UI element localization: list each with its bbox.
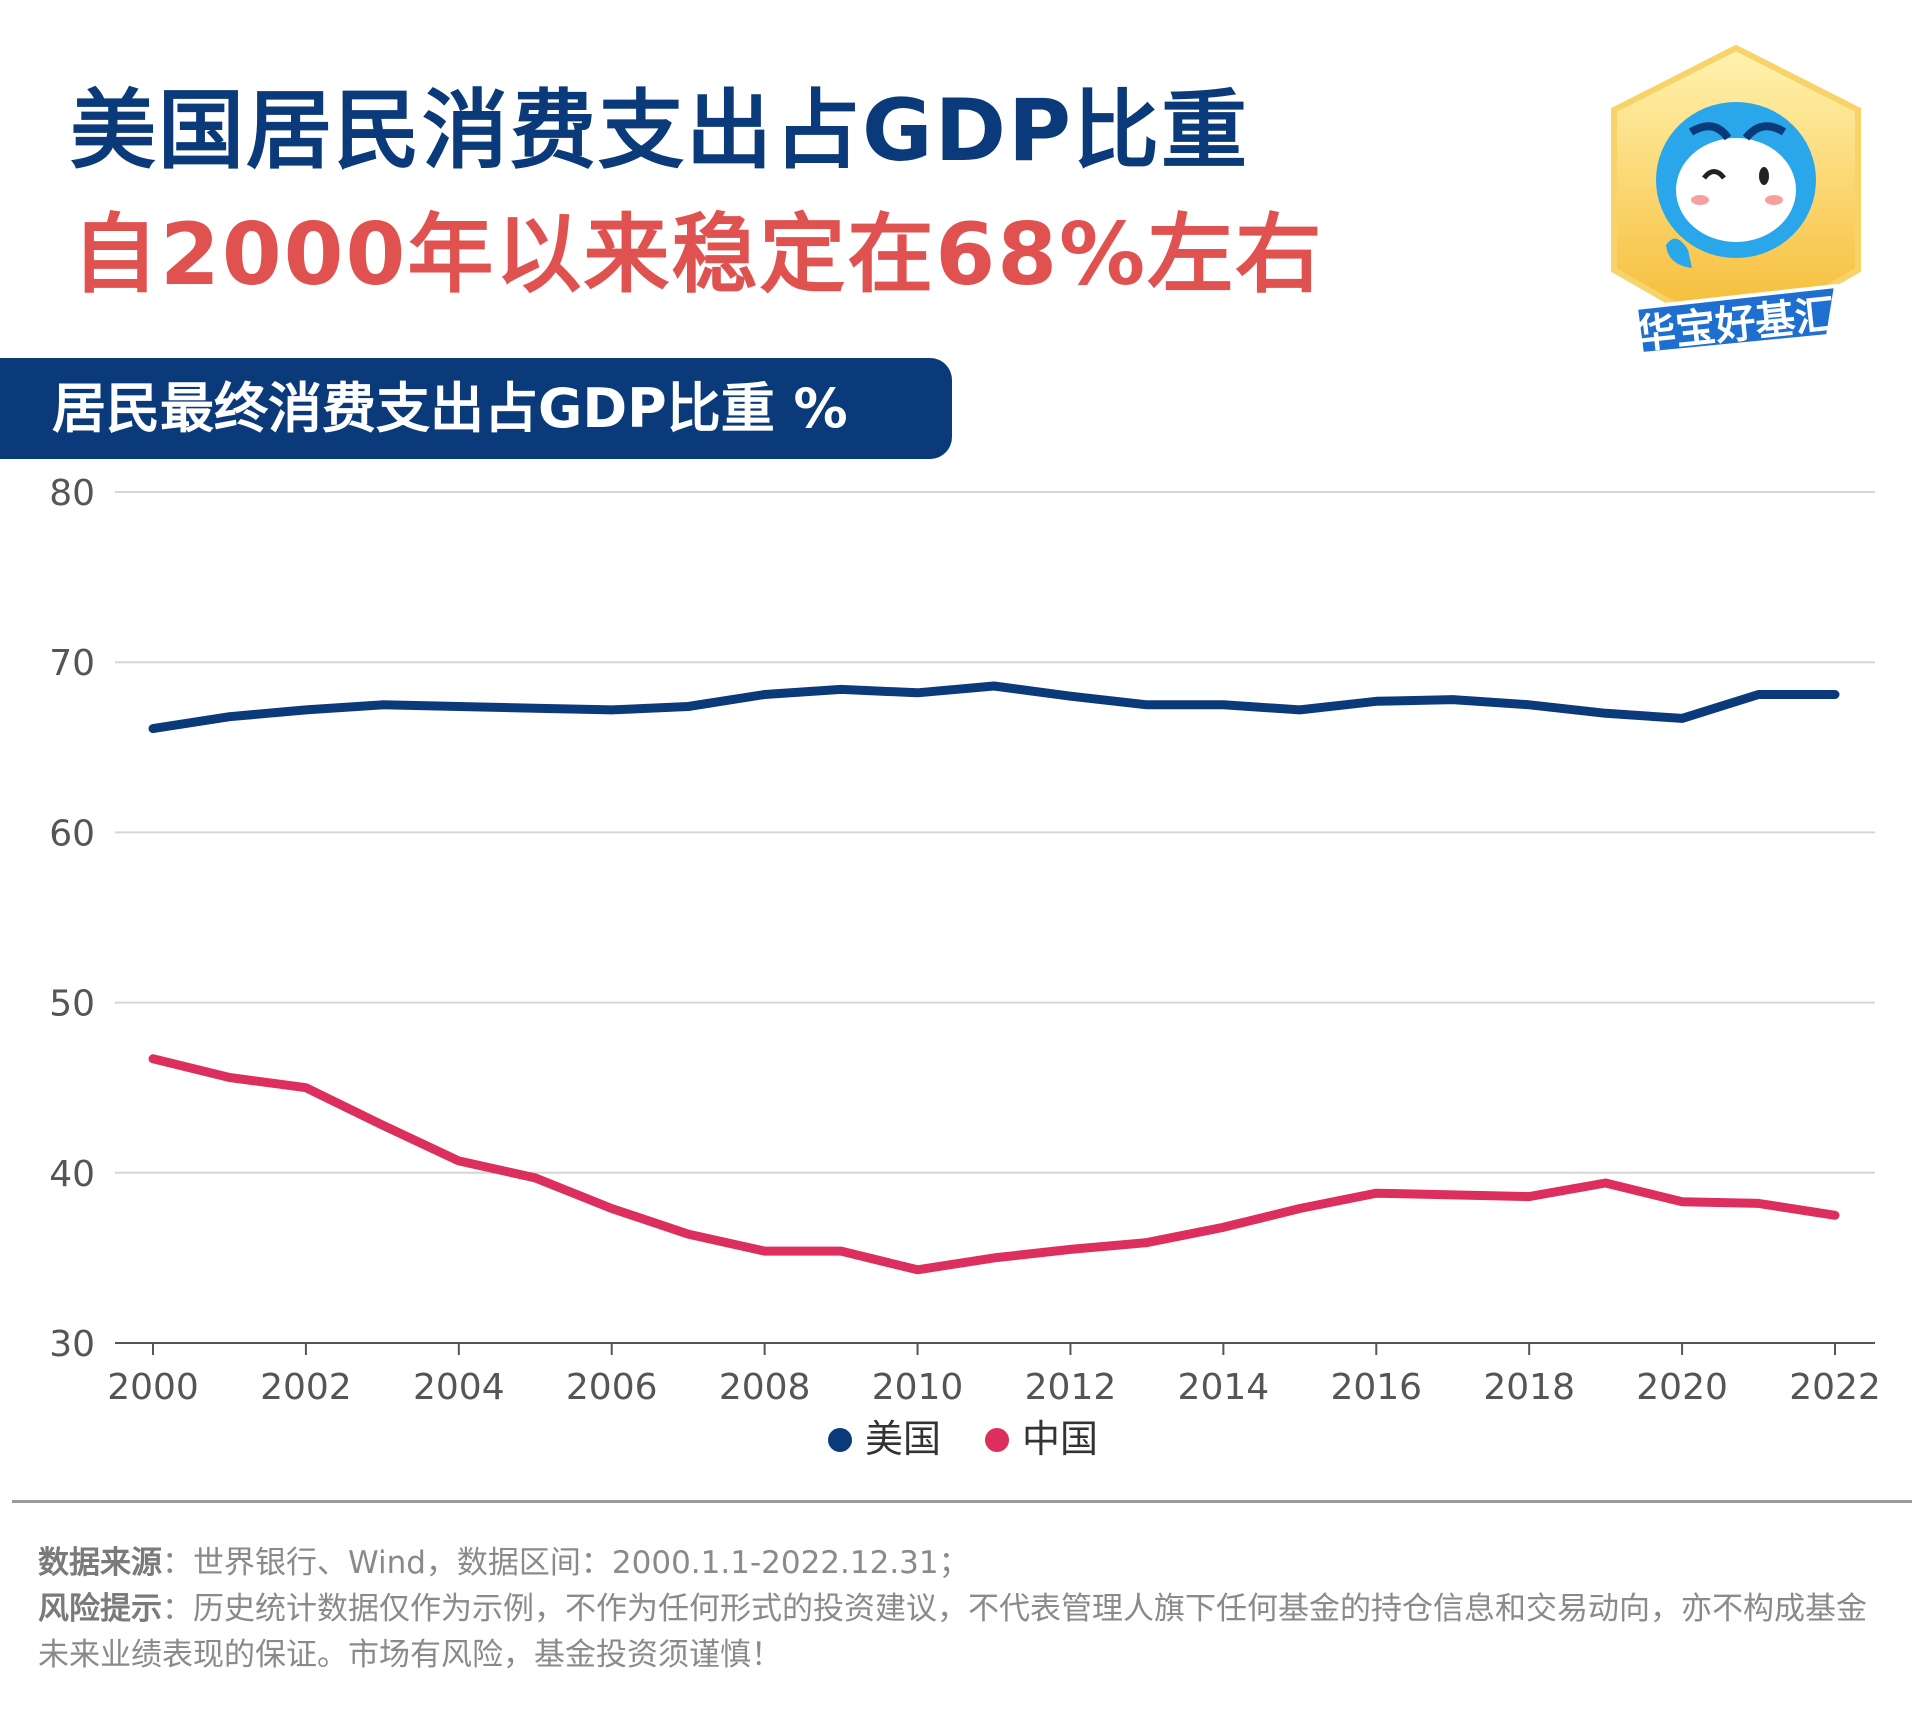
legend-label-0: 美国 (865, 1417, 941, 1461)
grid-lines (115, 491, 1875, 1174)
chart-banner: 居民最终消费支出占GDP比重 % (0, 358, 952, 459)
x-tick-label: 2004 (413, 1367, 505, 1408)
x-tick-label: 2016 (1330, 1367, 1422, 1408)
x-tick-label: 2012 (1025, 1367, 1117, 1408)
x-tick-label: 2006 (566, 1367, 658, 1408)
y-tick-label: 80 (49, 473, 95, 514)
line-chart: 30 40 50 60 70 80 2000 2002 2004 2006 2008 2010 201… (49, 473, 1881, 1461)
x-tick-label: 2014 (1178, 1367, 1270, 1408)
footer: 数据来源：世界银行、Wind，数据区间：2000.1.1-2022.12.31；… (38, 1540, 1888, 1678)
legend-marker-1 (985, 1428, 1009, 1452)
series-line-0 (148, 681, 1840, 734)
legend-marker-0 (828, 1428, 852, 1452)
footer-divider (12, 1500, 1912, 1503)
legend-label-1: 中国 (1022, 1417, 1098, 1461)
y-tick-label: 40 (49, 1154, 95, 1195)
y-axis-ticks: 30 40 50 60 70 80 (49, 473, 95, 1365)
series-lines (148, 681, 1840, 1275)
x-tick-label: 2020 (1636, 1367, 1728, 1408)
title-line-2: 自2000年以来稳定在68%左右 (72, 205, 1324, 305)
mascot-badge-icon: 华宝好基汇 (1611, 44, 1861, 358)
x-tick-label: 2010 (872, 1367, 964, 1408)
chart-subtitle: 居民最终消费支出占GDP比重 % (52, 377, 848, 440)
x-tick-label: 2000 (107, 1367, 199, 1408)
y-tick-label: 60 (49, 813, 95, 854)
y-tick-label: 70 (49, 643, 95, 684)
risk-note: 风险提示：历史统计数据仅作为示例，不作为任何形式的投资建议，不代表管理人旗下任何… (38, 1591, 1867, 1673)
y-tick-label: 30 (49, 1324, 95, 1365)
title-line-1: 美国居民消费支出占GDP比重 (70, 81, 1250, 181)
x-tick-label: 2008 (719, 1367, 811, 1408)
x-tick-label: 2018 (1483, 1367, 1575, 1408)
series-line-1 (148, 1054, 1840, 1275)
x-tick-label: 2002 (260, 1367, 352, 1408)
y-tick-label: 50 (49, 984, 95, 1025)
x-tick-label: 2022 (1789, 1367, 1881, 1408)
x-axis: 2000 2002 2004 2006 2008 2010 2012 2014 2016 2018… (107, 1342, 1881, 1408)
source-note: 数据来源：世界银行、Wind，数据区间：2000.1.1-2022.12.31； (38, 1545, 970, 1581)
legend: 美国 中国 (828, 1417, 1098, 1461)
